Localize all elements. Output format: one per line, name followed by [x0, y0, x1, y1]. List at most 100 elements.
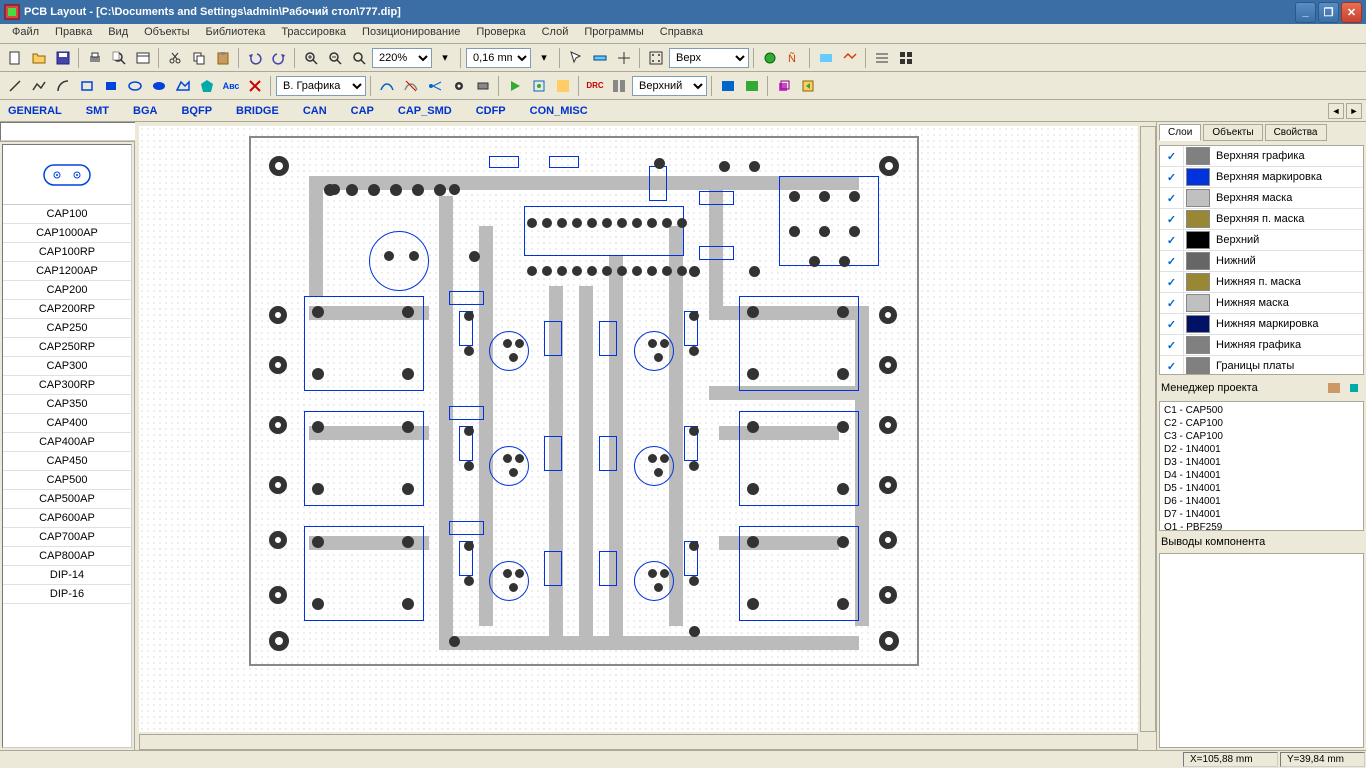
layer-row[interactable]: ✓Нижняя п. маска	[1160, 272, 1363, 293]
line-icon[interactable]	[4, 75, 26, 97]
lm-icon[interactable]	[717, 75, 739, 97]
layer-row[interactable]: ✓Верхняя п. маска	[1160, 209, 1363, 230]
layer-color-swatch[interactable]	[1186, 294, 1210, 312]
category-cap[interactable]: CAP	[347, 103, 378, 119]
category-smt[interactable]: SMT	[82, 103, 113, 119]
measure-icon[interactable]	[589, 47, 611, 69]
ellipse-icon[interactable]	[124, 75, 146, 97]
component-item[interactable]: CAP700AP	[3, 528, 131, 547]
zoom-out-icon[interactable]	[324, 47, 346, 69]
component-item[interactable]: CAP800AP	[3, 547, 131, 566]
component-item[interactable]: CAP250	[3, 319, 131, 338]
layer-row[interactable]: ✓Верхняя маска	[1160, 188, 1363, 209]
canvas-scrollbar-v[interactable]	[1140, 126, 1156, 732]
save-icon[interactable]	[52, 47, 74, 69]
grid-dropdown-icon[interactable]: ▾	[533, 47, 555, 69]
zoom-combo[interactable]: 220%	[372, 48, 432, 68]
menu-проверка[interactable]: Проверка	[468, 24, 533, 43]
maximize-button[interactable]: ❐	[1318, 2, 1339, 23]
project-item[interactable]: D5 - 1N4001	[1162, 482, 1361, 495]
component-item[interactable]: DIP-16	[3, 585, 131, 604]
graphic-style-combo[interactable]: В. Графика	[276, 76, 366, 96]
undo-icon[interactable]	[244, 47, 266, 69]
cat-prev-button[interactable]: ◄	[1328, 103, 1344, 119]
unroute-icon[interactable]	[400, 75, 422, 97]
layer-visibility-check[interactable]: ✓	[1160, 230, 1184, 250]
grid-snap-icon[interactable]	[645, 47, 667, 69]
layer-row[interactable]: ✓Нижняя графика	[1160, 335, 1363, 356]
fanout-icon[interactable]	[424, 75, 446, 97]
component-item[interactable]: DIP-14	[3, 566, 131, 585]
layer-color-swatch[interactable]	[1186, 147, 1210, 165]
component-item[interactable]: CAP100	[3, 205, 131, 224]
project-item[interactable]: D4 - 1N4001	[1162, 469, 1361, 482]
layer-row[interactable]: ✓Верхний	[1160, 230, 1363, 251]
net-icon[interactable]: Ñ	[783, 47, 805, 69]
layers-list[interactable]: ✓Верхняя графика✓Верхняя маркировка✓Верх…	[1159, 145, 1364, 375]
comp-icon[interactable]	[472, 75, 494, 97]
canvas-scrollbar-h[interactable]	[139, 734, 1138, 750]
layer-color-swatch[interactable]	[1186, 357, 1210, 375]
project-item[interactable]: D6 - 1N4001	[1162, 495, 1361, 508]
layer-visibility-check[interactable]: ✓	[1160, 146, 1184, 166]
layer-combo[interactable]: Верх	[669, 48, 749, 68]
component-item[interactable]: CAP1000AP	[3, 224, 131, 243]
layer-visibility-check[interactable]: ✓	[1160, 167, 1184, 187]
layer-visibility-check[interactable]: ✓	[1160, 314, 1184, 334]
layer-color-swatch[interactable]	[1186, 273, 1210, 291]
component-item[interactable]: CAP300RP	[3, 376, 131, 395]
export-icon[interactable]	[797, 75, 819, 97]
layer-row[interactable]: ✓Верхняя маркировка	[1160, 167, 1363, 188]
layer-color-swatch[interactable]	[1186, 210, 1210, 228]
mode1-icon[interactable]	[815, 47, 837, 69]
menu-позиционирование[interactable]: Позиционирование	[354, 24, 468, 43]
component-item[interactable]: CAP400	[3, 414, 131, 433]
category-bridge[interactable]: BRIDGE	[232, 103, 283, 119]
category-general[interactable]: GENERAL	[4, 103, 66, 119]
layer-visibility-check[interactable]: ✓	[1160, 356, 1184, 375]
layer-visibility-check[interactable]: ✓	[1160, 188, 1184, 208]
layer-color-swatch[interactable]	[1186, 315, 1210, 333]
category-con_misc[interactable]: CON_MISC	[526, 103, 592, 119]
pcb-canvas[interactable]	[139, 126, 1138, 732]
layer-row[interactable]: ✓Нижняя маркировка	[1160, 314, 1363, 335]
polyline-icon[interactable]	[28, 75, 50, 97]
copy-icon[interactable]	[188, 47, 210, 69]
component-item[interactable]: CAP600AP	[3, 509, 131, 528]
layer-color-swatch[interactable]	[1186, 336, 1210, 354]
component-list[interactable]: CAP100CAP1000APCAP100RPCAP1200APCAP200CA…	[2, 144, 132, 748]
lm2-icon[interactable]	[741, 75, 763, 97]
layer-color-swatch[interactable]	[1186, 189, 1210, 207]
ellipse-fill-icon[interactable]	[148, 75, 170, 97]
pointer-icon[interactable]	[565, 47, 587, 69]
print-icon[interactable]	[84, 47, 106, 69]
layer2-combo[interactable]: Верхний	[632, 76, 707, 96]
layer-color-swatch[interactable]	[1186, 252, 1210, 270]
pm-icon2[interactable]	[1346, 380, 1362, 396]
category-cap_smd[interactable]: CAP_SMD	[394, 103, 456, 119]
paste-icon[interactable]	[212, 47, 234, 69]
component-item[interactable]: CAP200RP	[3, 300, 131, 319]
drc-icon[interactable]	[759, 47, 781, 69]
polygon-icon[interactable]	[196, 75, 218, 97]
component-item[interactable]: CAP250RP	[3, 338, 131, 357]
zoom-in-icon[interactable]	[300, 47, 322, 69]
settings-icon[interactable]	[528, 75, 550, 97]
mode2-icon[interactable]	[839, 47, 861, 69]
run-icon[interactable]	[504, 75, 526, 97]
layer-visibility-check[interactable]: ✓	[1160, 293, 1184, 313]
category-can[interactable]: CAN	[299, 103, 331, 119]
component-item[interactable]: CAP400AP	[3, 433, 131, 452]
component-item[interactable]: CAP450	[3, 452, 131, 471]
route-icon[interactable]	[376, 75, 398, 97]
tab-слои[interactable]: Слои	[1159, 124, 1201, 141]
layer-row[interactable]: ✓Нижний	[1160, 251, 1363, 272]
layer-row[interactable]: ✓Границы платы	[1160, 356, 1363, 375]
layer-row[interactable]: ✓Верхняя графика	[1160, 146, 1363, 167]
drc2-icon[interactable]: DRC	[584, 75, 606, 97]
auto-icon[interactable]	[552, 75, 574, 97]
delete-icon[interactable]	[244, 75, 266, 97]
layer-color-swatch[interactable]	[1186, 231, 1210, 249]
open-icon[interactable]	[28, 47, 50, 69]
origin-icon[interactable]	[613, 47, 635, 69]
